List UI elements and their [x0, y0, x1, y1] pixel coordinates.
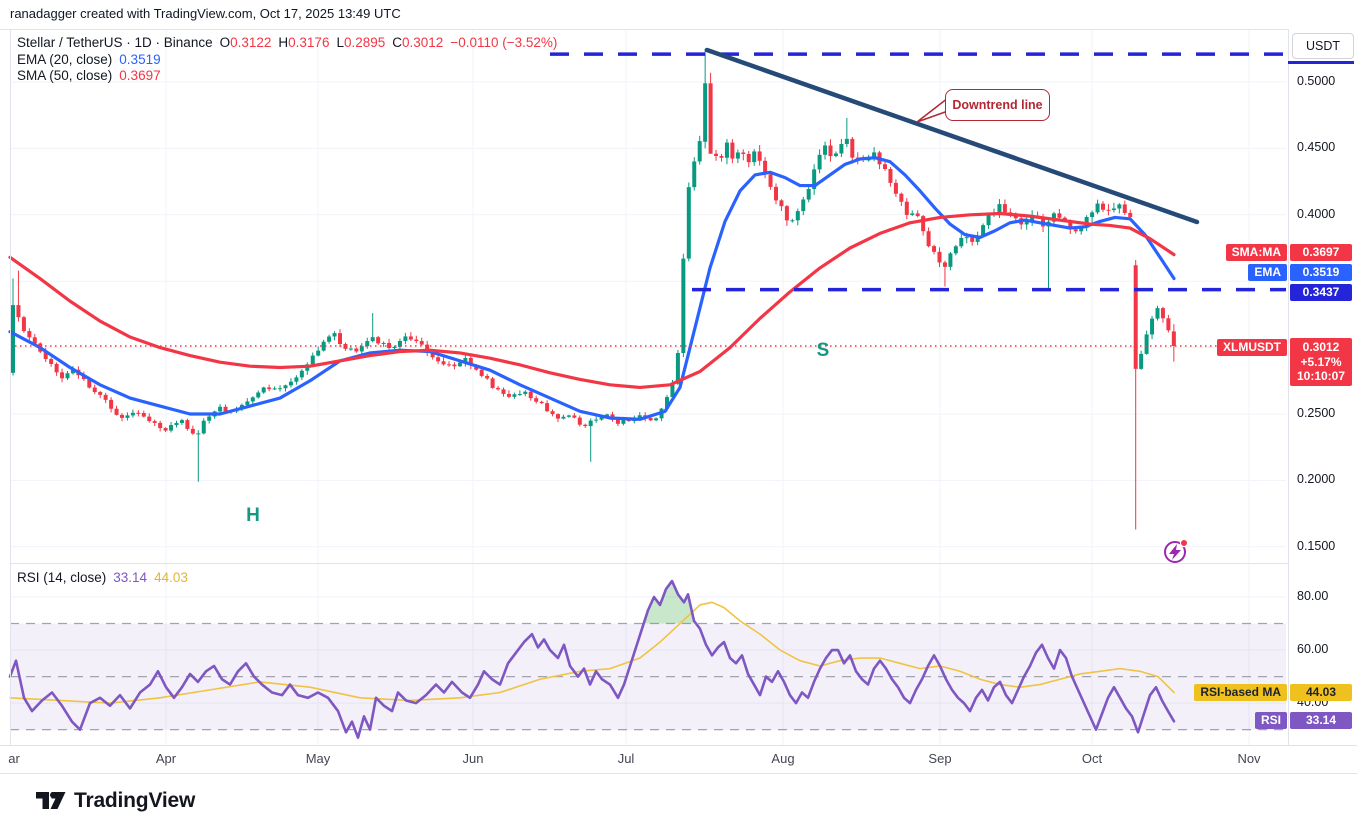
h-text-drawing[interactable]: H — [246, 505, 260, 526]
ema-axis-tag: EMA — [1248, 264, 1287, 281]
rsi-title: RSI (14, close) — [17, 570, 107, 585]
month-label: Oct — [1081, 751, 1103, 766]
month-label: ar — [8, 751, 20, 766]
pane-separator[interactable] — [10, 563, 1288, 564]
currency-toggle-label: USDT — [1305, 39, 1341, 53]
rsi-legend-row[interactable]: RSI (14, close) 33.14 44.03 — [17, 570, 188, 585]
downtrend-callout-label: Downtrend line — [952, 98, 1043, 112]
rsi-ma-axis-tag: RSI-based MA — [1194, 684, 1287, 701]
last-price-value: 0.3012 — [1302, 340, 1340, 354]
last-price-badge: 0.3012 +5.17% 10:10:07 — [1290, 338, 1352, 386]
tradingview-logo-text: TradingView — [74, 789, 196, 812]
resistance-level-axis-mark — [1288, 61, 1354, 64]
month-label: Aug — [771, 751, 795, 766]
sma-label: SMA (50, close) — [17, 68, 113, 83]
sma-legend-row[interactable]: SMA (50, close) 0.3697 — [17, 68, 161, 83]
support-level-badge: 0.3437 — [1290, 284, 1352, 301]
price-tick: 0.2500 — [1297, 406, 1336, 420]
ema-label: EMA (20, close) — [17, 52, 113, 67]
price-tick: 0.4500 — [1297, 140, 1336, 154]
ema-value: 0.3519 — [119, 52, 161, 67]
month-label: May — [305, 751, 331, 766]
rsi-axis-tag: RSI — [1254, 712, 1287, 729]
price-scale[interactable] — [1288, 29, 1358, 772]
ema-legend-row[interactable]: EMA (20, close) 0.3519 — [17, 52, 161, 67]
ohlc-close: C0.3012 — [392, 35, 444, 50]
month-label: Sep — [928, 751, 952, 766]
sma-axis-tag: SMA:MA — [1225, 244, 1287, 261]
currency-toggle-button[interactable]: USDT — [1292, 33, 1354, 59]
price-tick: 0.5000 — [1297, 74, 1336, 88]
month-label: Apr — [155, 751, 177, 766]
downtrend-callout[interactable]: Downtrend line — [945, 89, 1050, 121]
rsi-tick: 60.00 — [1297, 642, 1329, 656]
attribution-text: ranadagger created with TradingView.com,… — [10, 6, 401, 21]
s-text-drawing[interactable]: S — [816, 340, 830, 361]
time-axis[interactable] — [0, 745, 1357, 774]
ohlc-low: L0.2895 — [336, 35, 386, 50]
sma-value: 0.3697 — [119, 68, 161, 83]
change-value: −0.0110 (−3.52%) — [450, 35, 558, 50]
month-label: Jun — [462, 751, 484, 766]
bar-close-countdown: 10:10:07 — [1296, 369, 1346, 383]
ohlc-open: O0.3122 — [219, 35, 272, 50]
rsi-ma-value: 44.03 — [154, 570, 188, 585]
ohlc-high: H0.3176 — [278, 35, 330, 50]
rsi-axis-badge: 33.14 — [1290, 712, 1352, 729]
tradingview-logo-icon — [36, 792, 66, 809]
ema-axis-badge: 0.3519 — [1290, 264, 1352, 281]
symbol-title: Stellar / TetherUS · 1D · Binance — [17, 35, 213, 50]
price-tick: 0.2000 — [1297, 472, 1336, 486]
symbol-legend-row[interactable]: Stellar / TetherUS · 1D · Binance O0.312… — [17, 35, 557, 50]
last-price-change: +5.17% — [1300, 354, 1342, 369]
month-label: Jul — [617, 751, 635, 766]
month-label: Nov — [1237, 751, 1261, 766]
flash-marker-icon[interactable] — [1164, 538, 1189, 563]
tradingview-logo[interactable]: TradingView — [36, 789, 195, 813]
chart-left-border — [10, 29, 11, 745]
sma-axis-badge: 0.3697 — [1290, 244, 1352, 261]
chart-top-border — [0, 29, 1357, 30]
rsi-ma-axis-badge: 44.03 — [1290, 684, 1352, 701]
price-tick: 0.4000 — [1297, 207, 1336, 221]
symbol-axis-tag: XLMUSDT — [1217, 339, 1287, 356]
rsi-value: 33.14 — [113, 570, 148, 585]
price-tick: 0.1500 — [1297, 539, 1336, 553]
rsi-tick: 80.00 — [1297, 589, 1329, 603]
